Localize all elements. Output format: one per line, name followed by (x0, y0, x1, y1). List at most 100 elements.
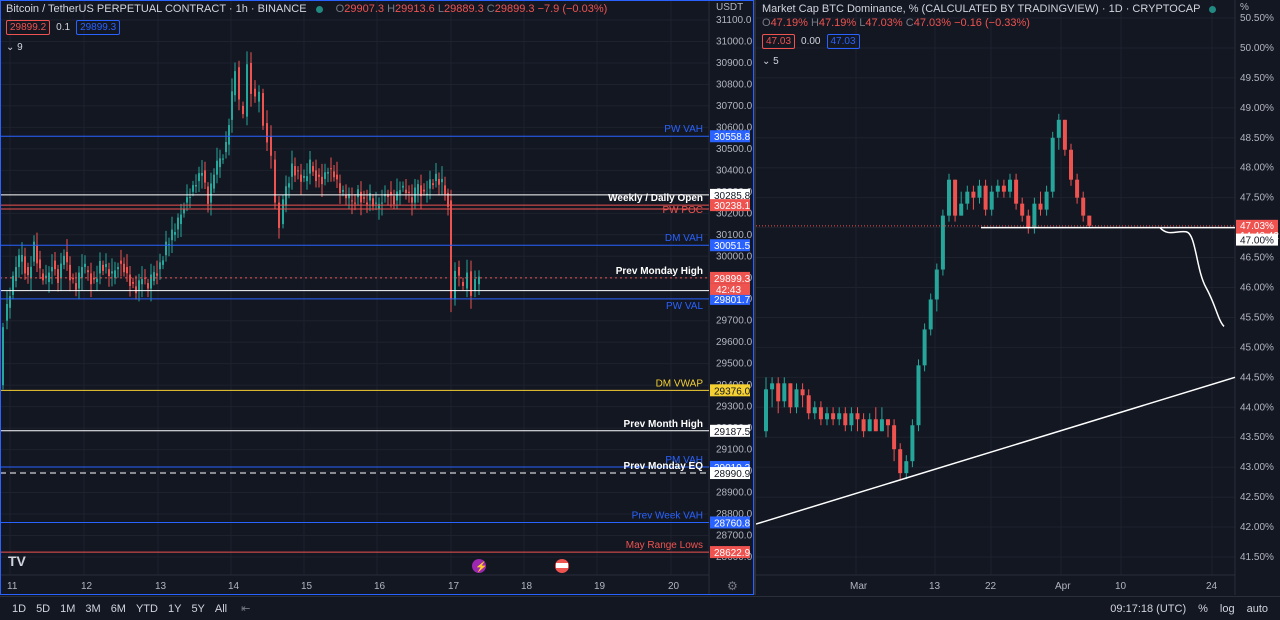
chevron-down-icon: ⌄ (762, 56, 771, 67)
utc-clock[interactable]: 09:17:18 (UTC) (1110, 602, 1187, 615)
candle-body (258, 91, 260, 102)
right-symbol-title[interactable]: Market Cap BTC Dominance, % (CALCULATED … (762, 3, 1201, 15)
candle-body (348, 193, 350, 199)
y-tick-label: 30500.0 (716, 144, 753, 155)
y-tick-label: 30400.0 (716, 165, 753, 176)
candle-body (910, 425, 915, 462)
candle-body (843, 413, 848, 426)
timeframe-button[interactable]: 5Y (191, 602, 205, 615)
candle-body (396, 191, 398, 201)
spread-value: 0.00 (801, 36, 821, 47)
buy-button[interactable]: 29899.3 (76, 20, 121, 35)
x-tick-label: Apr (1055, 581, 1071, 592)
x-tick-label: 15 (301, 581, 313, 592)
timeframe-button[interactable]: 6M (110, 602, 126, 615)
timeframe-button[interactable]: 1M (60, 602, 76, 615)
candle-body (369, 193, 371, 201)
tradingview-logo-icon: TV (8, 553, 27, 569)
right-trade-boxes: 47.03 0.00 47.03 (762, 34, 860, 49)
candle-body (849, 413, 854, 426)
candle-body (432, 183, 434, 185)
candle-body (1050, 137, 1055, 192)
timeframe-button[interactable]: YTD (135, 602, 158, 615)
market-status-icon (315, 5, 323, 13)
scale-toggle-button[interactable]: log (1219, 602, 1235, 615)
y-tick-label: 50.00% (1240, 43, 1274, 54)
candle-body (454, 270, 456, 300)
candle-body (806, 395, 811, 414)
candle-body (800, 389, 805, 396)
candle-body (213, 174, 215, 189)
candle-body (54, 260, 56, 270)
candle-body (156, 273, 158, 276)
timeframe-button[interactable]: 3M (85, 602, 101, 615)
candle-body (234, 71, 236, 96)
sell-button[interactable]: 29899.2 (6, 20, 51, 35)
candle-body (470, 271, 472, 296)
candle-body (6, 303, 8, 321)
candle-body (204, 170, 206, 183)
indicators-toggle[interactable]: ⌄ 5 (762, 56, 779, 67)
candle-body (266, 123, 268, 143)
y-tick-label: 43.50% (1240, 432, 1274, 443)
btc-dominance-chart[interactable]: 50.50%50.00%49.50%49.00%48.50%48.00%47.5… (756, 0, 1280, 595)
scale-toggle-button[interactable]: auto (1246, 602, 1268, 615)
timeframe-button[interactable]: 1D (12, 602, 27, 615)
candle-body (150, 274, 152, 289)
candle-body (794, 389, 799, 408)
y-tick-label: 28800.0 (716, 509, 753, 520)
candle-body (327, 172, 329, 174)
timeframe-button[interactable]: All (214, 602, 228, 615)
sell-button[interactable]: 47.03 (762, 34, 796, 49)
level-label: Prev Week VAH (632, 510, 703, 521)
candle-body (1026, 215, 1031, 228)
left-symbol-title[interactable]: Bitcoin / TetherUS PERPETUAL CONTRACT · … (6, 3, 307, 15)
y-tick-label: 49.00% (1240, 103, 1274, 114)
y-tick-label: 50.50% (1240, 13, 1274, 24)
candle-body (971, 191, 976, 198)
y-tick-label: 47.50% (1240, 193, 1274, 204)
left-open: 29907.3 (344, 3, 384, 15)
scale-toggle-button[interactable]: % (1198, 602, 1208, 615)
date-range-icon[interactable]: ⇤ (241, 603, 251, 615)
candle-body (1020, 203, 1025, 216)
candle-body (228, 125, 230, 145)
pane-divider[interactable] (754, 0, 756, 595)
btc-price-chart[interactable]: 31100.0 31000.0 30900.0 30800.0 30700.0 30600… (0, 0, 754, 595)
level-label: Prev Monday EQ (624, 461, 704, 472)
indicators-toggle[interactable]: ⌄ 9 (6, 42, 23, 53)
candle-body (387, 193, 389, 197)
candle-body (411, 197, 413, 203)
btc-dominance-chart-pane[interactable]: 50.50% 50.00% 49.50% 49.00% 48.50% 48.00% 47.5… (756, 0, 1280, 595)
candle-body (93, 277, 95, 280)
timeframe-button[interactable]: 5D (36, 602, 51, 615)
buy-button[interactable]: 47.03 (826, 34, 860, 49)
candle-body (474, 279, 476, 291)
candle-body (153, 272, 155, 281)
btc-perp-chart-pane[interactable]: 31100.0 31000.0 30900.0 30800.0 30700.0 30600… (0, 0, 754, 595)
candle-body (297, 170, 299, 172)
candle-body (186, 197, 188, 203)
candle-body (825, 413, 829, 420)
left-low: 29889.3 (443, 3, 484, 15)
candle-body (372, 198, 374, 207)
candle-body (983, 185, 988, 210)
candle-body (1075, 179, 1080, 198)
candle-body (87, 270, 89, 273)
candle-body (102, 264, 104, 271)
indicator-count: 9 (17, 42, 23, 53)
left-close: 29899.3 (494, 3, 535, 15)
candle-body (447, 192, 449, 207)
level-label: DM VWAP (656, 378, 704, 389)
price-tag (710, 546, 750, 559)
lightning-icon: ⚡ (475, 560, 487, 573)
y-tick-label: 42.00% (1240, 522, 1274, 533)
candle-body (360, 191, 362, 203)
candle-body (198, 173, 200, 182)
candle-body (24, 256, 26, 274)
timeframe-button[interactable]: 1Y (167, 602, 182, 615)
candle-body (1014, 179, 1019, 204)
candle-body (855, 413, 860, 420)
level-price-tag (1236, 233, 1278, 246)
candle-body (357, 189, 359, 198)
